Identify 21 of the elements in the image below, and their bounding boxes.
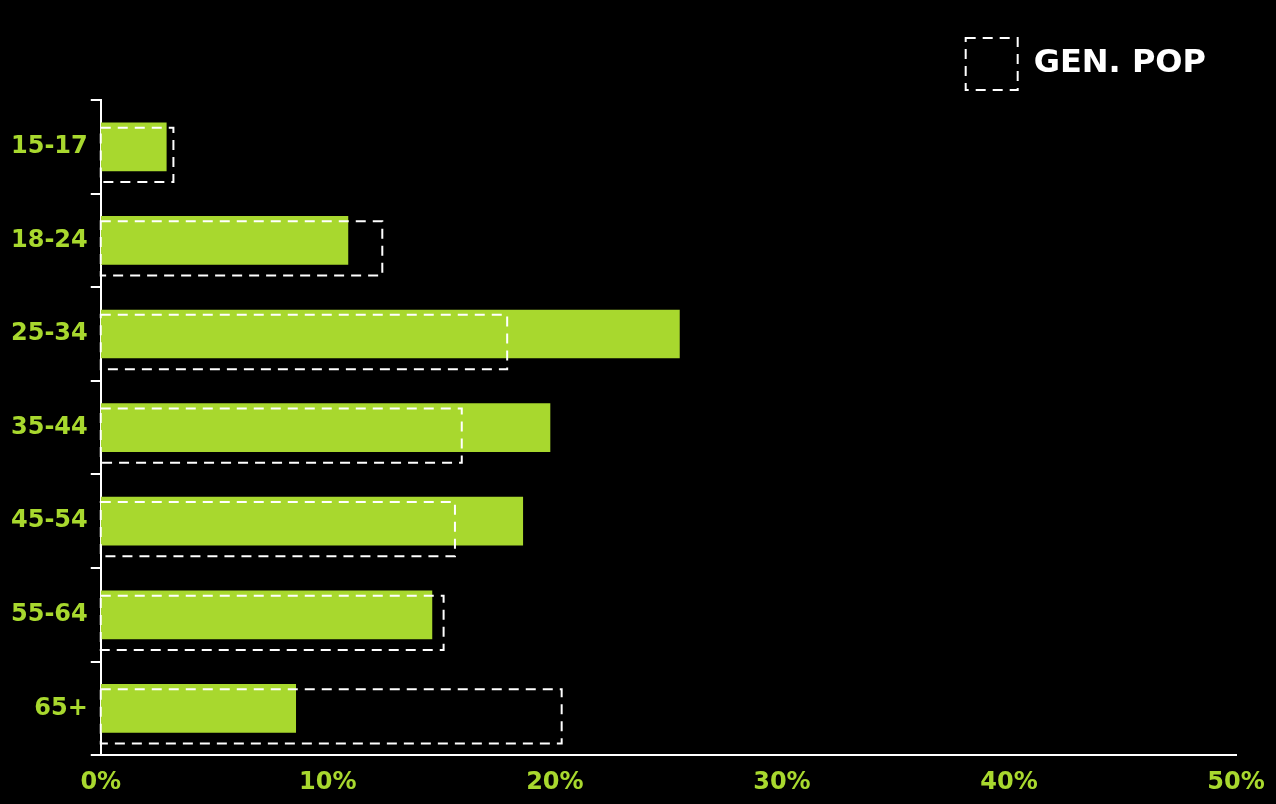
x-tick-label: 0% [80,766,122,795]
bar [100,122,167,172]
x-tick-label: 40% [980,766,1038,795]
bar [100,216,349,265]
y-tick-label: 35-44 [10,411,88,440]
y-tick-label: 25-34 [10,318,88,347]
y-tick-label: 15-17 [10,131,88,160]
x-tick-label: 30% [753,766,811,795]
x-tick-label: 50% [1207,766,1265,795]
y-tick-label: 55-64 [10,599,88,628]
legend-label: GEN. POP [1033,42,1206,81]
bar [100,684,297,733]
x-tick-label: 20% [526,766,584,795]
bar [100,496,524,546]
y-tick-label: 65+ [34,692,88,721]
y-tick-label: 45-54 [10,505,88,534]
bar [100,309,680,359]
bar [100,403,551,452]
x-tick-label: 10% [299,766,357,795]
y-tick-label: 18-24 [10,224,88,253]
bar [100,590,433,640]
